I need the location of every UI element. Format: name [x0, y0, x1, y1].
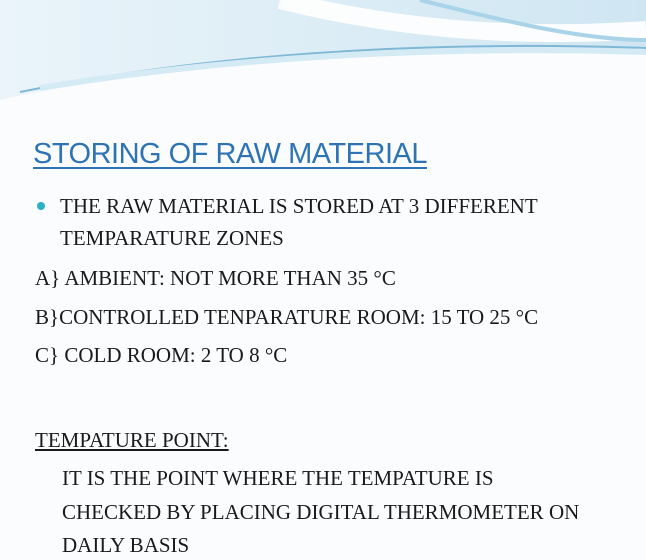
header-waves — [0, 0, 646, 110]
bullet-line: TEMPARATURE ZONES — [60, 228, 284, 249]
bullet-dot — [37, 202, 45, 210]
section-heading: TEMPATURE POINT: — [35, 430, 229, 451]
section-line: IT IS THE POINT WHERE THE TEMPATURE IS — [62, 468, 494, 489]
zone-line: C} COLD ROOM: 2 TO 8 °C — [35, 345, 287, 366]
bullet-line: THE RAW MATERIAL IS STORED AT 3 DIFFEREN… — [60, 196, 538, 217]
zone-line: B}CONTROLLED TENPARATURE ROOM: 15 TO 25 … — [35, 307, 538, 328]
section-line: CHECKED BY PLACING DIGITAL THERMOMETER O… — [62, 502, 579, 523]
zone-line: A} AMBIENT: NOT MORE THAN 35 °C — [35, 268, 396, 289]
slide-title: STORING OF RAW MATERIAL — [33, 138, 427, 171]
slide: STORING OF RAW MATERIAL THE RAW MATERIAL… — [0, 0, 646, 560]
section-line: DAILY BASIS — [62, 535, 189, 556]
